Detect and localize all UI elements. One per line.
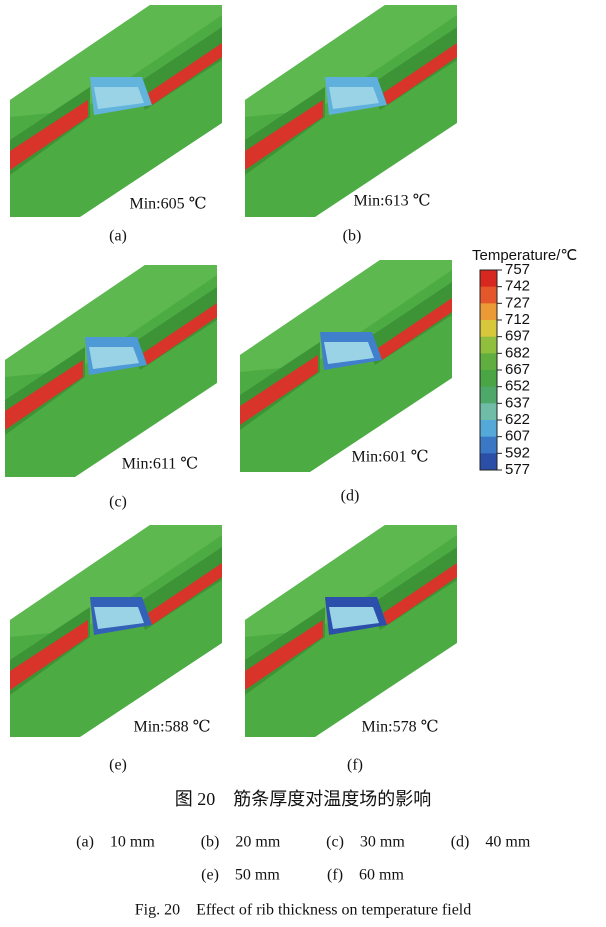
colorbar-segment xyxy=(480,303,497,321)
beam-top-edge xyxy=(245,5,457,117)
beam-panel: Min:605 ℃ xyxy=(10,5,222,217)
panel-min: Min:588 ℃ xyxy=(133,719,210,736)
colorbar-label: 742 xyxy=(505,278,530,295)
colorbar-segment xyxy=(480,370,497,388)
upper-hot-stripe xyxy=(383,563,457,625)
panel-label: (e) xyxy=(109,757,127,774)
panel-label: (a) xyxy=(109,228,127,245)
colorbar-segment xyxy=(480,403,497,421)
colorbar-label: 712 xyxy=(505,311,530,328)
caption-item: (a) 10 mm xyxy=(76,834,155,851)
colorbar-label: 652 xyxy=(505,378,530,395)
upper-hot-stripe xyxy=(378,298,452,360)
caption-item: (e) 50 mm xyxy=(201,867,280,884)
colorbar-segment xyxy=(480,353,497,371)
beam-top-edge xyxy=(10,525,222,637)
beam-panel: Min:601 ℃ xyxy=(240,260,452,472)
colorbar-segment xyxy=(480,420,497,438)
rib-face xyxy=(324,342,374,364)
upper-hot-stripe xyxy=(143,303,217,365)
beam-top-edge xyxy=(10,5,222,117)
rib-face xyxy=(329,87,379,109)
beam-top-edge xyxy=(245,525,457,637)
colorbar-label: 757 xyxy=(505,261,530,278)
colorbar-segment xyxy=(480,270,497,288)
beam-panel: Min:578 ℃ xyxy=(245,525,457,737)
colorbar-label: 577 xyxy=(505,461,530,478)
rib-face xyxy=(89,347,139,369)
beam-top-edge xyxy=(240,260,452,372)
caption-en: Fig. 20 Effect of rib thickness on tempe… xyxy=(135,902,472,919)
colorbar-label: 697 xyxy=(505,328,530,345)
caption-item: (f) 60 mm xyxy=(327,867,404,884)
lower-hot-stripe xyxy=(5,360,83,430)
panel-min: Min:605 ℃ xyxy=(129,196,206,213)
panel-label: (d) xyxy=(341,488,360,505)
beam-panel: Min:613 ℃ xyxy=(245,5,457,217)
panel-label: (f) xyxy=(347,757,363,774)
colorbar-segment xyxy=(480,436,497,454)
rib-face xyxy=(329,607,379,629)
colorbar: Temperature/℃ 75774272771269768266765263… xyxy=(472,247,577,478)
colorbar-segment xyxy=(480,336,497,354)
caption-zh: 图 20 筋条厚度对温度场的影响 xyxy=(175,789,432,809)
colorbar-label: 667 xyxy=(505,361,530,378)
upper-hot-stripe xyxy=(383,43,457,105)
caption-item: (b) 20 mm xyxy=(201,834,281,851)
colorbar-label: 607 xyxy=(505,428,530,445)
rib-face xyxy=(94,607,144,629)
lower-hot-stripe xyxy=(240,355,318,425)
panel-min: Min:578 ℃ xyxy=(361,719,438,736)
panels: Min:605 ℃(a) Min:613 ℃ (b) Min:611 ℃ (c) Min:… xyxy=(5,5,457,774)
lower-hot-stripe xyxy=(245,100,323,170)
colorbar-title: Temperature/℃ xyxy=(472,247,577,264)
caption-item: (c) 30 mm xyxy=(326,834,405,851)
panel-label: (b) xyxy=(343,228,362,245)
beam-panel: Min:611 ℃ xyxy=(5,265,217,477)
panel-min: Min:601 ℃ xyxy=(351,449,428,466)
panel-min: Min:611 ℃ xyxy=(122,456,198,473)
lower-hot-stripe xyxy=(245,620,323,690)
upper-hot-stripe xyxy=(148,563,222,625)
beam-top-edge xyxy=(5,265,217,377)
panel-min: Min:613 ℃ xyxy=(353,193,430,210)
panel-label: (c) xyxy=(109,494,127,511)
beam-panel: Min:588 ℃ xyxy=(10,525,222,737)
caption-item: (d) 40 mm xyxy=(451,834,531,851)
colorbar-label: 682 xyxy=(505,344,530,361)
colorbar-label: 727 xyxy=(505,294,530,311)
rib-face xyxy=(94,87,144,109)
lower-hot-stripe xyxy=(10,620,88,690)
colorbar-segment xyxy=(480,320,497,338)
colorbar-label: 637 xyxy=(505,394,530,411)
colorbar-segment xyxy=(480,386,497,404)
colorbar-label: 592 xyxy=(505,444,530,461)
colorbar-label: 622 xyxy=(505,411,530,428)
colorbar-segment xyxy=(480,286,497,304)
upper-hot-stripe xyxy=(148,43,222,105)
colorbar-segment xyxy=(480,453,497,471)
lower-hot-stripe xyxy=(10,100,88,170)
